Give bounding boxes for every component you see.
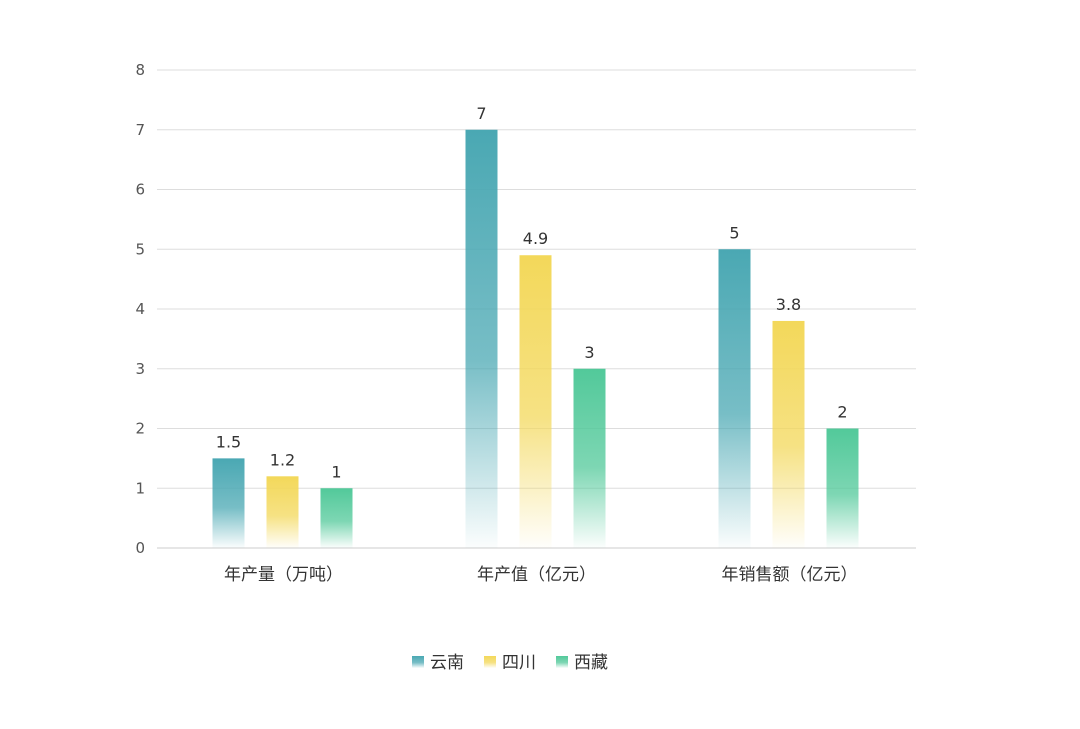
x-category-label: 年销售额（亿元）: [722, 565, 858, 585]
legend-label: 西藏: [574, 653, 608, 673]
y-tick-label: 6: [135, 181, 145, 199]
y-tick-label: 0: [135, 539, 145, 557]
bar: [772, 320, 805, 548]
data-label: 1.5: [216, 432, 241, 451]
legend-swatch: [484, 656, 496, 668]
data-label: 1: [331, 462, 341, 481]
y-tick-label: 1: [135, 479, 145, 497]
y-tick-label: 7: [135, 121, 145, 139]
x-category-label: 年产量（万吨）: [224, 565, 343, 585]
bars: [212, 129, 859, 548]
bar: [212, 458, 245, 548]
data-label: 1.2: [270, 450, 295, 469]
data-label: 3.8: [776, 295, 801, 314]
y-tick-label: 3: [135, 360, 145, 378]
y-tick-label: 2: [135, 420, 145, 438]
y-tick-label: 8: [135, 61, 145, 79]
data-label: 4.9: [523, 229, 548, 248]
legend-swatch: [412, 656, 424, 668]
legend-label: 云南: [430, 653, 464, 673]
bar: [266, 476, 299, 548]
bar: [573, 368, 606, 548]
x-axis-categories: 年产量（万吨） 年产值（亿元） 年销售额（亿元）: [224, 565, 858, 585]
y-tick-label: 5: [135, 240, 145, 258]
legend-label: 四川: [502, 653, 536, 673]
bar: [718, 249, 751, 548]
x-category-label: 年产值（亿元）: [477, 565, 596, 585]
bar: [826, 428, 859, 548]
data-label: 3: [584, 343, 594, 362]
legend: 云南 四川 西藏: [412, 653, 608, 673]
bar: [320, 488, 353, 548]
data-label: 5: [729, 223, 739, 242]
bar: [519, 255, 552, 548]
data-label: 2: [837, 403, 847, 422]
y-tick-label: 4: [135, 300, 145, 318]
data-label: 7: [476, 104, 486, 123]
y-axis-ticks: 0 1 2 3 4 5 6 7 8: [135, 61, 145, 557]
legend-swatch: [556, 656, 568, 668]
data-labels: 1.5 1.2 1 7 4.9 3 5 3.8 2: [216, 104, 848, 482]
bar: [465, 129, 498, 548]
